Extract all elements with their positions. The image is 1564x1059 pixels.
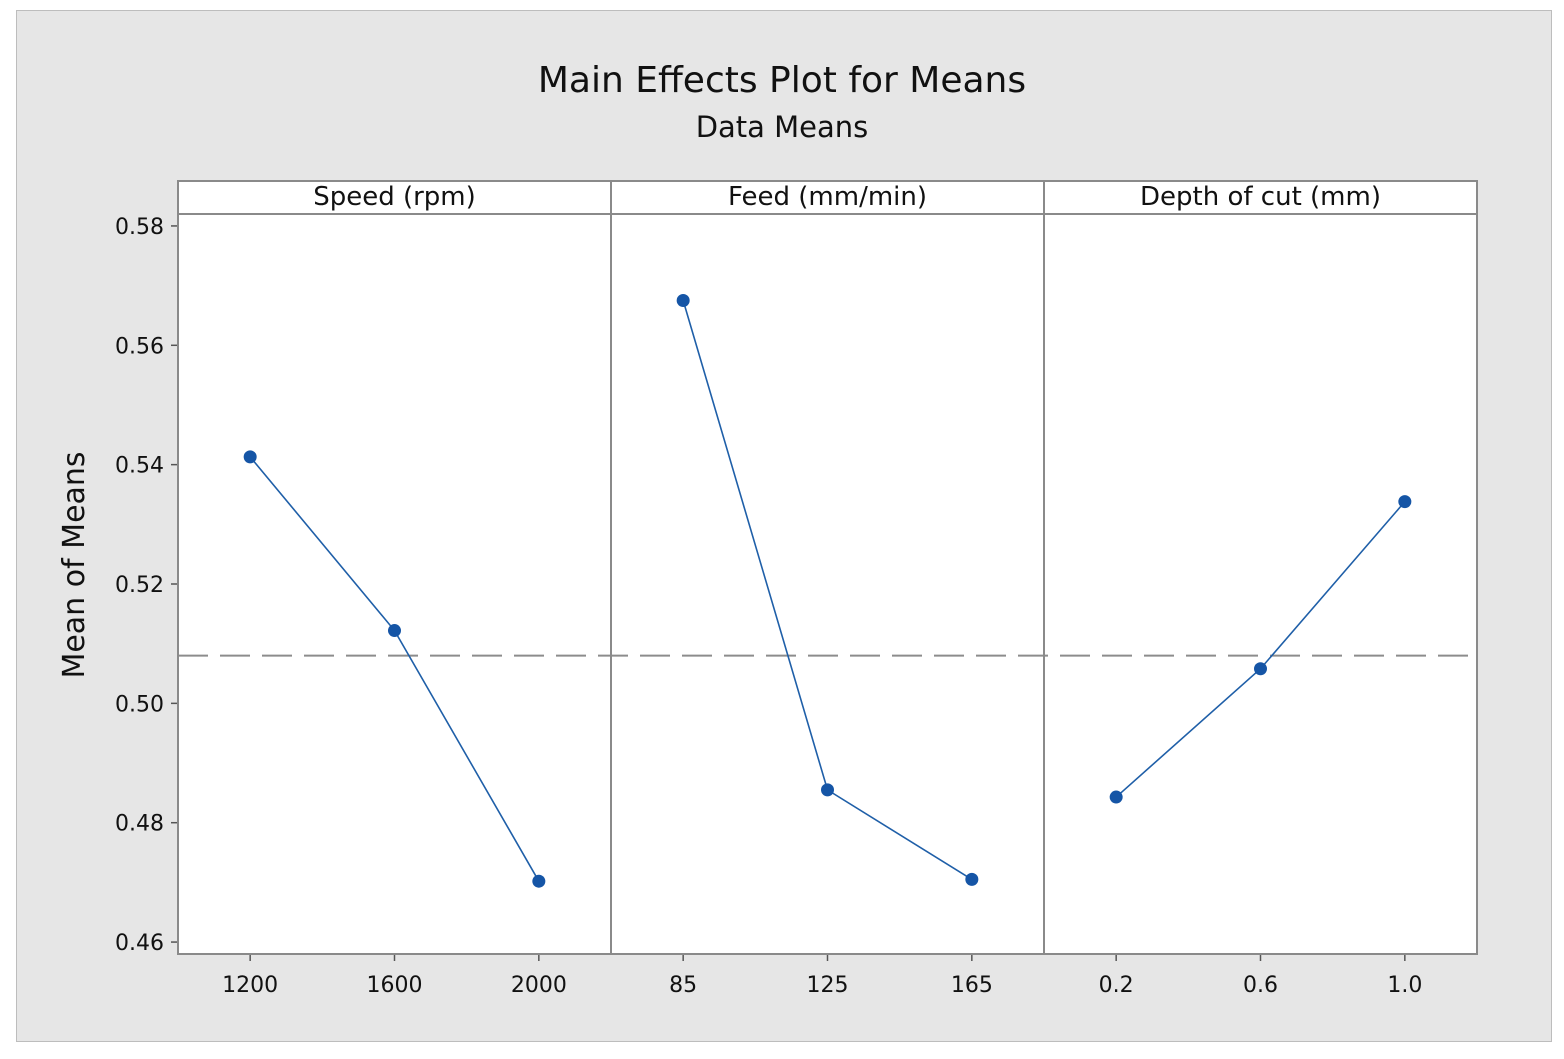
data-point xyxy=(1254,662,1267,676)
panel-title: Speed (rpm) xyxy=(313,182,476,212)
panel-strip-bg xyxy=(178,181,611,214)
panel-strip-bg xyxy=(1044,181,1477,214)
y-axis-label: Mean of Means xyxy=(57,451,92,678)
x-tick-label: 1600 xyxy=(367,973,423,998)
x-tick-label: 125 xyxy=(807,973,849,998)
data-point xyxy=(965,872,979,886)
x-tick-label: 1.0 xyxy=(1387,973,1422,998)
x-tick-label: 85 xyxy=(669,973,697,998)
panel-title: Depth of cut (mm) xyxy=(1140,182,1381,212)
y-tick-label: 0.56 xyxy=(115,334,164,359)
y-tick-label: 0.46 xyxy=(115,931,164,956)
y-tick-label: 0.58 xyxy=(115,215,164,240)
data-point xyxy=(1109,790,1123,804)
chart-subtitle: Data Means xyxy=(696,110,869,144)
panel-background xyxy=(611,214,1044,954)
data-point xyxy=(388,624,401,638)
panel-title: Feed (mm/min) xyxy=(728,182,927,212)
panel-background xyxy=(1044,214,1477,954)
panel-border xyxy=(1043,180,1478,955)
plot-area: 0.46 0.48 0.50 0.52 0.54 0.56 0.58 Speed (rpm) 1… xyxy=(115,180,1478,998)
panel-strip-bg xyxy=(611,181,1044,214)
data-point xyxy=(821,783,834,797)
panel-background xyxy=(178,214,611,954)
y-tick-label: 0.48 xyxy=(115,812,164,837)
data-point xyxy=(676,294,690,308)
y-tick-label: 0.50 xyxy=(115,692,164,717)
x-tick-label: 0.6 xyxy=(1243,973,1278,998)
x-tick-label: 2000 xyxy=(511,973,567,998)
chart-title: Main Effects Plot for Means xyxy=(538,60,1026,101)
y-tick-label: 0.52 xyxy=(115,573,164,598)
data-point xyxy=(243,450,257,464)
x-tick-label: 0.2 xyxy=(1099,973,1134,998)
data-point xyxy=(532,874,546,888)
data-point xyxy=(1398,495,1412,509)
x-tick-label: 1200 xyxy=(222,973,278,998)
x-tick-label: 165 xyxy=(951,973,993,998)
y-tick-label: 0.54 xyxy=(115,454,164,479)
